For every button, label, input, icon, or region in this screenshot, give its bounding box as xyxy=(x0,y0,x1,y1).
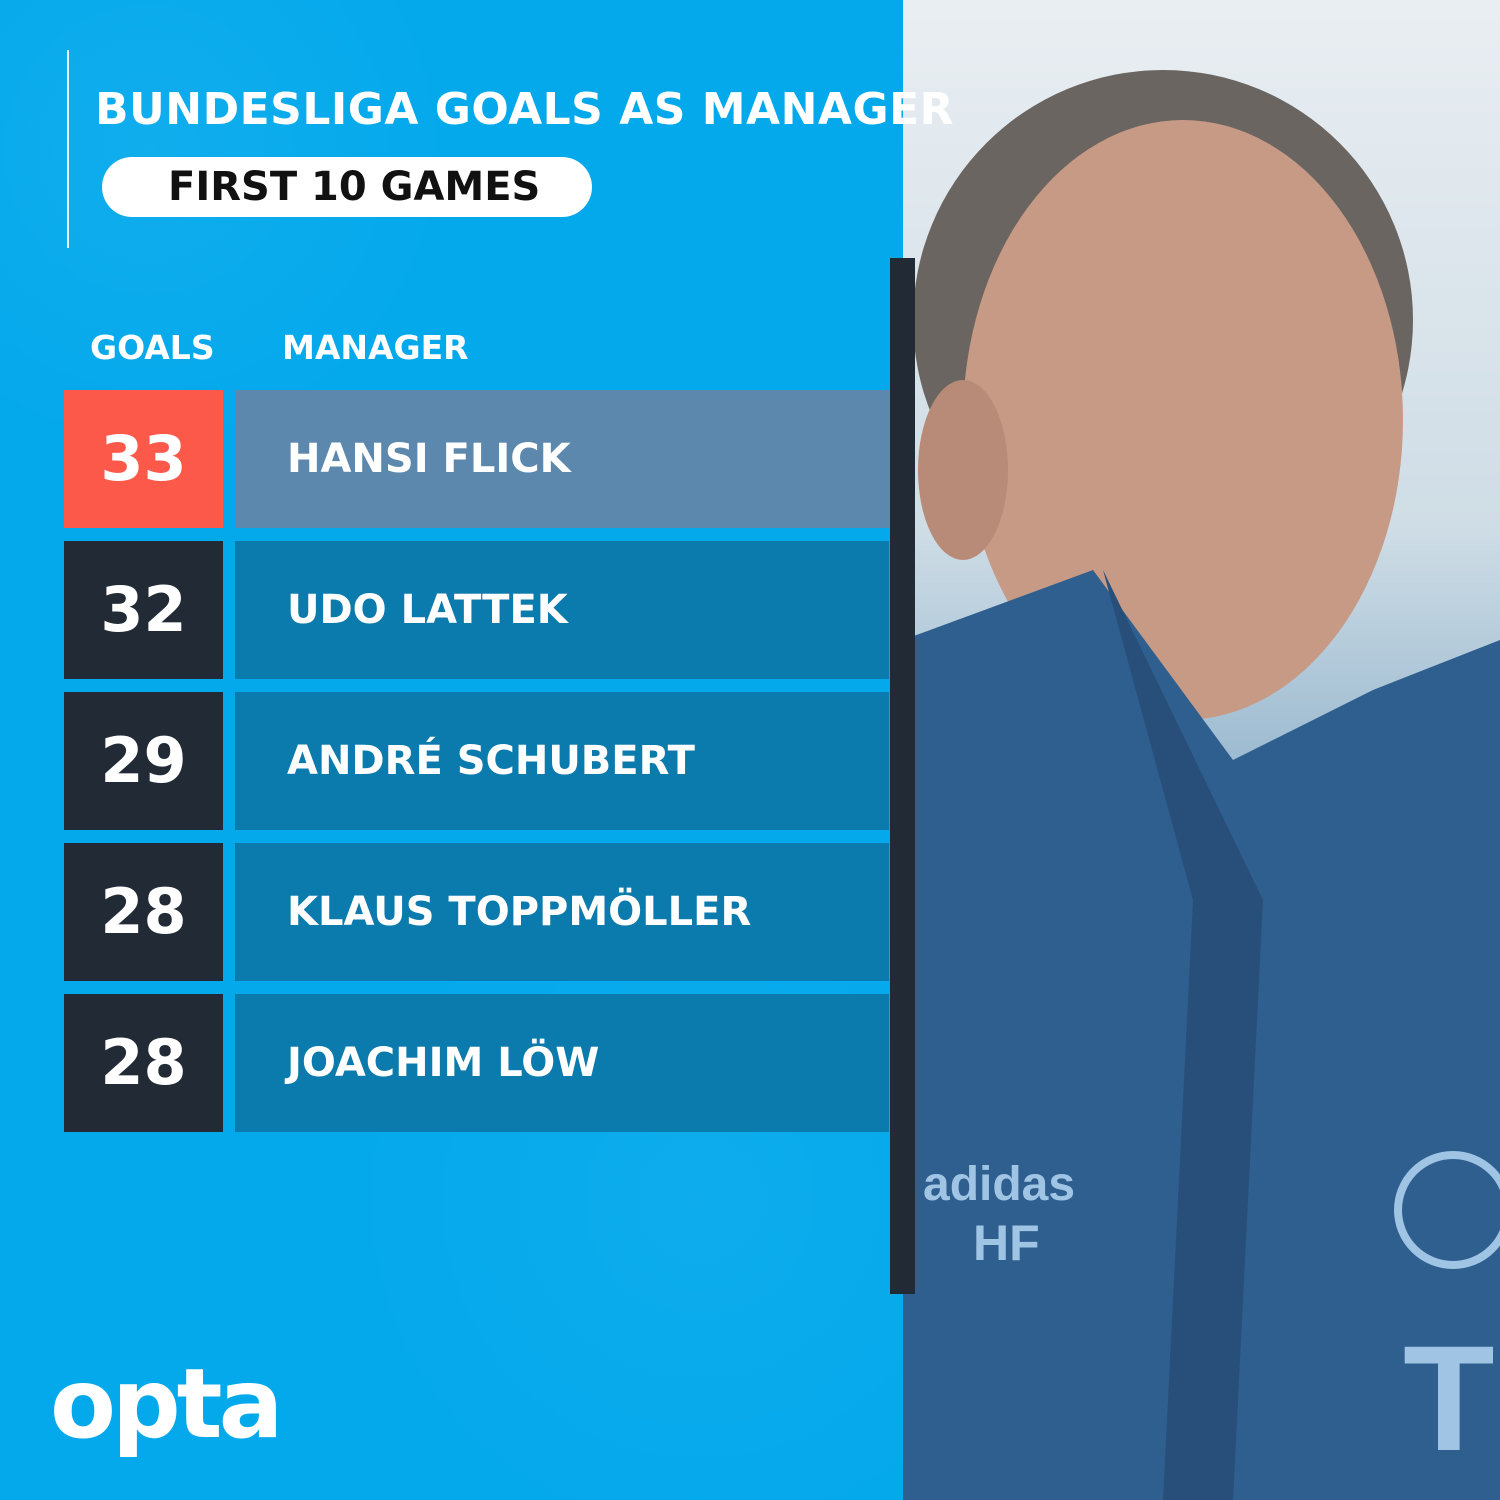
table-row: 32 UDO LATTEK xyxy=(64,541,889,679)
goals-cell: 29 xyxy=(64,692,223,830)
page-title: BUNDESLIGA GOALS AS MANAGER xyxy=(95,84,955,135)
divider-bar xyxy=(890,258,915,1294)
jacket-initials: HF xyxy=(973,1215,1040,1271)
svg-text:adidas: adidas xyxy=(923,1158,1075,1211)
manager-cell: KLAUS TOPPMÖLLER xyxy=(235,843,889,981)
manager-cell: ANDRÉ SCHUBERT xyxy=(235,692,889,830)
goals-cell: 28 xyxy=(64,843,223,981)
goals-cell: 28 xyxy=(64,994,223,1132)
manager-photo-illustration: adidas HF T xyxy=(903,70,1500,1500)
goals-cell: 33 xyxy=(64,390,223,528)
opta-logo: opta xyxy=(50,1348,283,1460)
manager-cell: UDO LATTEK xyxy=(235,541,889,679)
goals-cell: 32 xyxy=(64,541,223,679)
table-row: 28 KLAUS TOPPMÖLLER xyxy=(64,843,889,981)
subtitle-pill: FIRST 10 GAMES xyxy=(102,157,592,217)
manager-photo: adidas HF T xyxy=(903,0,1500,1500)
table-row: 33 HANSI FLICK xyxy=(64,390,889,528)
column-header-manager: MANAGER xyxy=(282,328,469,367)
column-header-goals: GOALS xyxy=(90,328,215,367)
table-row: 28 JOACHIM LÖW xyxy=(64,994,889,1132)
table-row: 29 ANDRÉ SCHUBERT xyxy=(64,692,889,830)
svg-text:T: T xyxy=(1403,1314,1495,1482)
manager-cell: HANSI FLICK xyxy=(235,390,889,528)
title-accent-line xyxy=(67,50,69,248)
manager-cell: JOACHIM LÖW xyxy=(235,994,889,1132)
